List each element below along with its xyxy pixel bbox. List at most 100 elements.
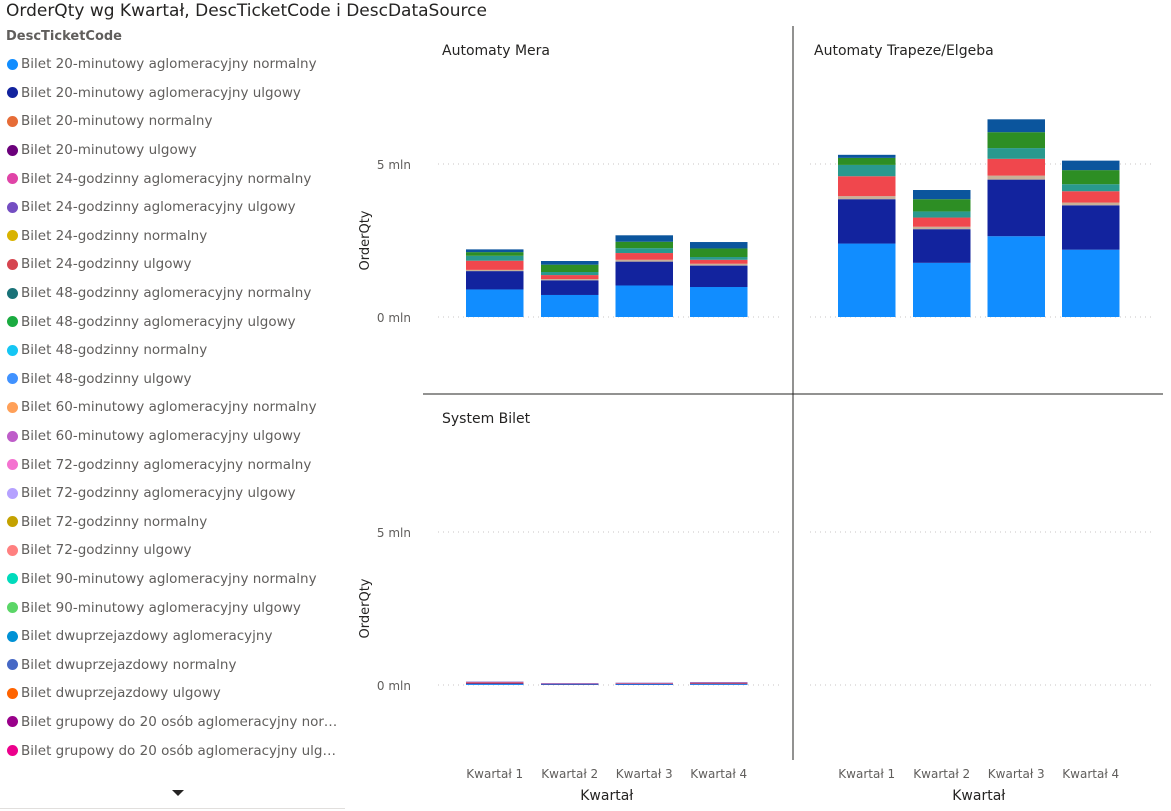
bar-segment	[541, 261, 599, 265]
legend-item[interactable]: Bilet 48-godzinny normalny	[0, 336, 345, 365]
legend-dot-icon	[7, 430, 18, 442]
legend-item[interactable]: Bilet dwuprzejazdowy ulgowy	[0, 679, 345, 708]
legend-item[interactable]: Bilet 72-godzinny aglomeracyjny normalny	[0, 450, 345, 479]
bar-segment	[838, 154, 896, 158]
bar-segment	[466, 260, 524, 270]
bar-segment	[615, 235, 673, 242]
legend-dot-icon	[7, 316, 18, 328]
legend-scroll-down-icon[interactable]	[172, 790, 184, 796]
legend-item[interactable]: Bilet 24-godzinny aglomeracyjny ulgowy	[0, 193, 345, 222]
legend-item[interactable]: Bilet 48-godzinny aglomeracyjny normalny	[0, 279, 345, 308]
bar-segment	[466, 681, 524, 683]
bar-segment	[466, 255, 524, 261]
bar-segment	[838, 196, 896, 200]
bar-segment	[466, 682, 524, 684]
bar-segment	[615, 285, 673, 317]
bar-segment	[690, 259, 748, 264]
bar-segment	[838, 157, 896, 165]
bar-segment	[541, 280, 599, 295]
legend-item[interactable]: Bilet 24-godzinny ulgowy	[0, 250, 345, 279]
legend-dot-icon	[7, 602, 18, 614]
legend-dot-icon	[7, 173, 18, 185]
legend-header: DescTicketCode	[6, 29, 123, 44]
legend-divider	[0, 808, 345, 809]
legend-item[interactable]: Bilet 60-minutowy aglomeracyjny normalny	[0, 393, 345, 422]
x-tick-label: Kwartał 3	[988, 767, 1045, 781]
legend-label: Bilet dwuprzejazdowy normalny	[21, 656, 237, 673]
legend-label: Bilet 48-godzinny aglomeracyjny normalny	[21, 285, 312, 302]
legend-item[interactable]: Bilet 20-minutowy ulgowy	[0, 136, 345, 165]
legend-item[interactable]: Bilet 60-minutowy aglomeracyjny ulgowy	[0, 422, 345, 451]
legend-dot-icon	[7, 687, 18, 699]
legend-item[interactable]: Bilet 48-godzinny ulgowy	[0, 365, 345, 394]
bar-segment	[690, 248, 748, 258]
legend-item[interactable]: Bilet 72-godzinny normalny	[0, 508, 345, 537]
bar-segment	[690, 265, 748, 288]
legend-item[interactable]: Bilet 90-minutowy aglomeracyjny normalny	[0, 565, 345, 594]
y-tick-label: 0 mln	[377, 679, 411, 693]
legend-dot-icon	[7, 201, 18, 213]
bar-segment	[615, 248, 673, 254]
bar-segment	[615, 683, 673, 685]
bar-segment	[615, 241, 673, 249]
x-tick-label: Kwartał 3	[616, 767, 673, 781]
legend-item[interactable]: Bilet 72-godzinny aglomeracyjny ulgowy	[0, 479, 345, 508]
legend-dot-icon	[7, 230, 18, 242]
legend-item[interactable]: Bilet grupowy do 20 osób aglomeracyjny n…	[0, 708, 345, 737]
legend-label: Bilet 72-godzinny normalny	[21, 513, 208, 530]
bar-segment	[466, 252, 524, 256]
x-tick-label: Kwartał 2	[913, 767, 970, 781]
bar-segment	[987, 148, 1045, 159]
bar-segment	[615, 684, 673, 685]
bar-segment	[987, 132, 1045, 149]
legend-dot-icon	[7, 487, 18, 499]
legend-label: Bilet 48-godzinny normalny	[21, 342, 208, 359]
legend-item[interactable]: Bilet 20-minutowy normalny	[0, 107, 345, 136]
bar-segment	[541, 272, 599, 276]
legend-label: Bilet 72-godzinny ulgowy	[21, 542, 192, 559]
legend-label: Bilet 48-godzinny ulgowy	[21, 370, 192, 387]
legend-label: Bilet 48-godzinny aglomeracyjny ulgowy	[21, 313, 296, 330]
y-axis-title: OrderQty	[358, 210, 373, 270]
legend-item[interactable]: Bilet 90-minutowy aglomeracyjny ulgowy	[0, 593, 345, 622]
x-tick-label: Kwartał 1	[466, 767, 523, 781]
legend-label: Bilet 24-godzinny normalny	[21, 227, 208, 244]
legend-label: Bilet 60-minutowy aglomeracyjny normalny	[21, 399, 317, 416]
legend-item[interactable]: Bilet dwuprzejazdowy normalny	[0, 650, 345, 679]
legend-dot-icon	[7, 258, 18, 270]
bar-segment	[913, 229, 971, 263]
legend-item[interactable]: Bilet 72-godzinny ulgowy	[0, 536, 345, 565]
bar-segment	[690, 684, 748, 685]
bar-segment	[1062, 205, 1120, 250]
legend-item[interactable]: Bilet grupowy do 20 osób aglomeracyjny u…	[0, 736, 345, 765]
legend-item[interactable]: Bilet 24-godzinny normalny	[0, 222, 345, 251]
legend-item[interactable]: Bilet 48-godzinny aglomeracyjny ulgowy	[0, 307, 345, 336]
legend-label: Bilet grupowy do 20 osób aglomeracyjny u…	[21, 742, 343, 759]
legend-dot-icon	[7, 87, 18, 99]
legend-label: Bilet 20-minutowy ulgowy	[21, 142, 197, 159]
bar-segment	[466, 269, 524, 272]
bar-segment	[987, 236, 1045, 317]
legend-list: Bilet 20-minutowy aglomeracyjny normalny…	[0, 50, 345, 765]
x-axis-title: Kwartał	[952, 788, 1005, 804]
bar-segment	[913, 262, 971, 317]
legend-item[interactable]: Bilet dwuprzejazdowy aglomeracyjny	[0, 622, 345, 651]
bar-segment	[987, 119, 1045, 133]
legend-dot-icon	[7, 401, 18, 413]
legend-label: Bilet 72-godzinny aglomeracyjny ulgowy	[21, 485, 296, 502]
bar-segment	[1062, 170, 1120, 185]
legend-dot-icon	[7, 544, 18, 556]
legend-item[interactable]: Bilet 20-minutowy aglomeracyjny ulgowy	[0, 79, 345, 108]
panel-title: Automaty Mera	[442, 43, 550, 59]
bar-segment	[1062, 160, 1120, 171]
legend-label: Bilet 24-godzinny ulgowy	[21, 256, 192, 273]
legend-item[interactable]: Bilet 24-godzinny aglomeracyjny normalny	[0, 164, 345, 193]
legend-label: Bilet 20-minutowy aglomeracyjny normalny	[21, 56, 317, 73]
legend-item[interactable]: Bilet 20-minutowy aglomeracyjny normalny	[0, 50, 345, 79]
legend-label: Bilet 20-minutowy aglomeracyjny ulgowy	[21, 84, 301, 101]
bar-segment	[690, 287, 748, 317]
bar-segment	[913, 217, 971, 227]
bar-segment	[615, 261, 673, 286]
bar-segment	[615, 259, 673, 262]
bar-segment	[615, 683, 673, 684]
